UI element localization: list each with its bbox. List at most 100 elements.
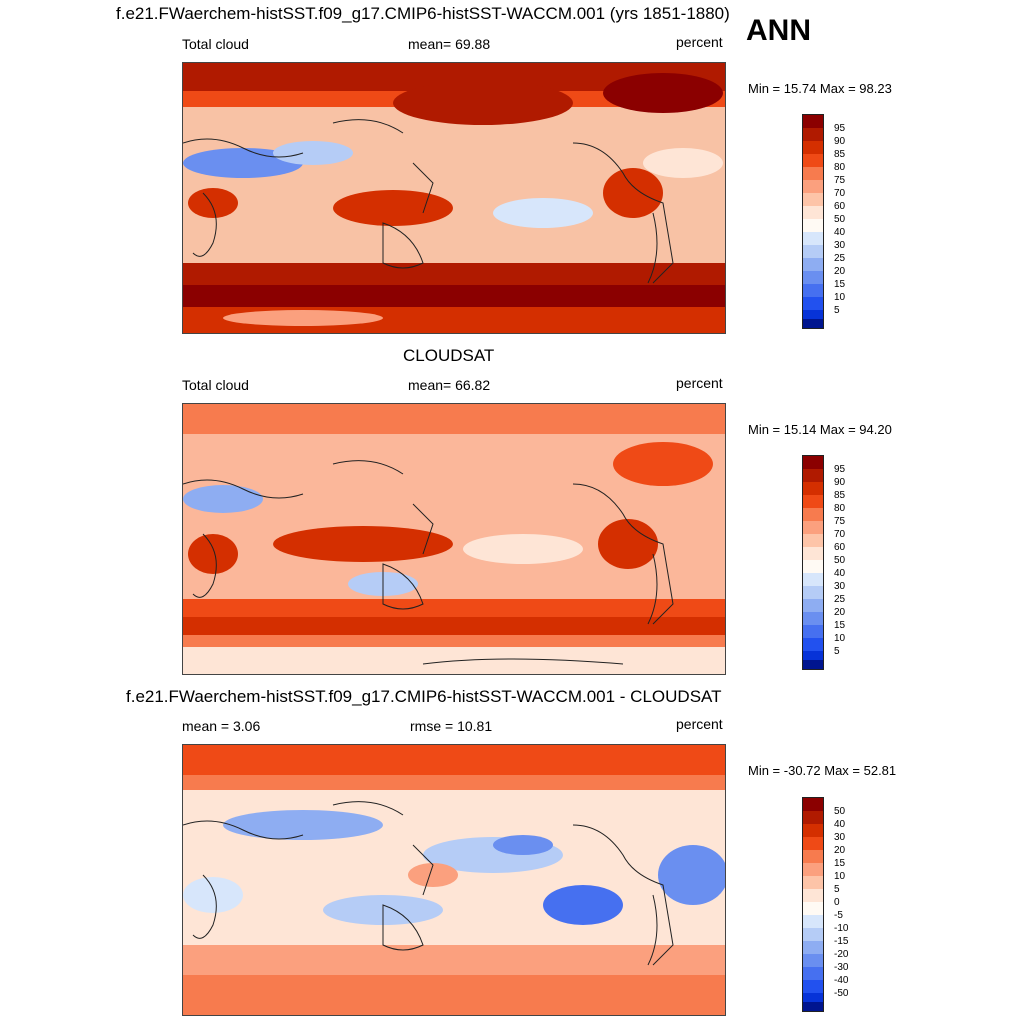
colorbar-tick: 5 [834,884,840,895]
colorbar-swatch [803,456,823,469]
colorbar-tick: 40 [834,227,846,238]
colorbar-tick: 15 [834,279,846,290]
panel1-colorbar [802,114,824,329]
colorbar-tick: 20 [834,845,846,856]
colorbar-tick: 50 [834,214,846,225]
panel2-title: CLOUDSAT [403,346,495,365]
colorbar-swatch [803,850,823,863]
colorbar-swatch [803,167,823,180]
colorbar-tick: 50 [834,555,846,566]
colorbar-tick: 50 [834,806,846,817]
colorbar-swatch [803,154,823,167]
colorbar-swatch [803,625,823,638]
colorbar-tick: 75 [834,516,846,527]
colorbar-tick: 75 [834,175,846,186]
colorbar-tick: 80 [834,162,846,173]
colorbar-swatch [803,837,823,850]
colorbar-tick: 95 [834,464,846,475]
colorbar-swatch [803,115,823,128]
colorbar-tick: 25 [834,253,846,264]
panel3-mean-label: mean = 3.06 [182,718,261,734]
colorbar-swatch [803,495,823,508]
colorbar-swatch [803,954,823,967]
colorbar-swatch [803,967,823,980]
panel2-colorbar [802,455,824,670]
colorbar-swatch [803,206,823,219]
colorbar-tick: 30 [834,832,846,843]
colorbar-swatch [803,128,823,141]
colorbar-swatch [803,599,823,612]
panel2-variable-label: Total cloud [182,377,249,393]
colorbar-swatch [803,219,823,232]
colorbar-tick: 40 [834,819,846,830]
colorbar-swatch [803,180,823,193]
colorbar-swatch [803,245,823,258]
panel2-mean-label: mean= 66.82 [408,377,491,393]
colorbar-tick: 15 [834,858,846,869]
colorbar-tick: 85 [834,490,846,501]
season-label: ANN [746,14,811,47]
colorbar-tick: 15 [834,620,846,631]
panel1-variable-label: Total cloud [182,36,249,52]
panel2-minmax: Min = 15.14 Max = 94.20 [748,422,892,437]
colorbar-swatch [803,902,823,915]
colorbar-swatch [803,824,823,837]
colorbar-swatch [803,651,823,660]
colorbar-tick: 5 [834,305,840,316]
colorbar-tick: -20 [834,949,849,960]
panel3-title: f.e21.FWaerchem-histSST.f09_g17.CMIP6-hi… [126,687,722,706]
colorbar-swatch [803,928,823,941]
colorbar-tick: 30 [834,581,846,592]
colorbar-tick: -40 [834,975,849,986]
panel3-map [182,744,726,1016]
colorbar-tick: -5 [834,910,843,921]
colorbar-tick: 40 [834,568,846,579]
colorbar-tick: 10 [834,633,846,644]
panel3-rmse-label: rmse = 10.81 [410,718,493,734]
panel1-minmax: Min = 15.74 Max = 98.23 [748,81,892,96]
colorbar-swatch [803,284,823,297]
colorbar-swatch [803,586,823,599]
colorbar-tick: 70 [834,529,846,540]
colorbar-swatch [803,560,823,573]
colorbar-tick: 85 [834,149,846,160]
colorbar-swatch [803,141,823,154]
colorbar-swatch [803,993,823,1002]
colorbar-tick: -10 [834,923,849,934]
colorbar-tick: 5 [834,646,840,657]
colorbar-tick: 95 [834,123,846,134]
colorbar-swatch [803,271,823,284]
colorbar-tick: -15 [834,936,849,947]
colorbar-swatch [803,811,823,824]
colorbar-tick: -30 [834,962,849,973]
colorbar-swatch [803,660,823,669]
colorbar-swatch [803,573,823,586]
colorbar-tick: 25 [834,594,846,605]
colorbar-swatch [803,319,823,328]
panel3-units-label: percent [676,716,723,732]
panel1-mean-label: mean= 69.88 [408,36,491,52]
colorbar-swatch [803,534,823,547]
panel1-title: f.e21.FWaerchem-histSST.f09_g17.CMIP6-hi… [116,4,730,23]
colorbar-swatch [803,469,823,482]
colorbar-tick: 80 [834,503,846,514]
colorbar-tick: 60 [834,542,846,553]
colorbar-tick: 20 [834,266,846,277]
panel1-map [182,62,726,334]
colorbar-tick: 10 [834,292,846,303]
colorbar-swatch [803,193,823,206]
colorbar-swatch [803,508,823,521]
colorbar-swatch [803,798,823,811]
colorbar-swatch [803,638,823,651]
colorbar-tick: 10 [834,871,846,882]
colorbar-tick: 70 [834,188,846,199]
colorbar-tick: 90 [834,136,846,147]
colorbar-swatch [803,980,823,993]
panel1-units-label: percent [676,34,723,50]
colorbar-swatch [803,232,823,245]
colorbar-swatch [803,915,823,928]
colorbar-swatch [803,876,823,889]
colorbar-swatch [803,521,823,534]
colorbar-swatch [803,889,823,902]
colorbar-swatch [803,310,823,319]
